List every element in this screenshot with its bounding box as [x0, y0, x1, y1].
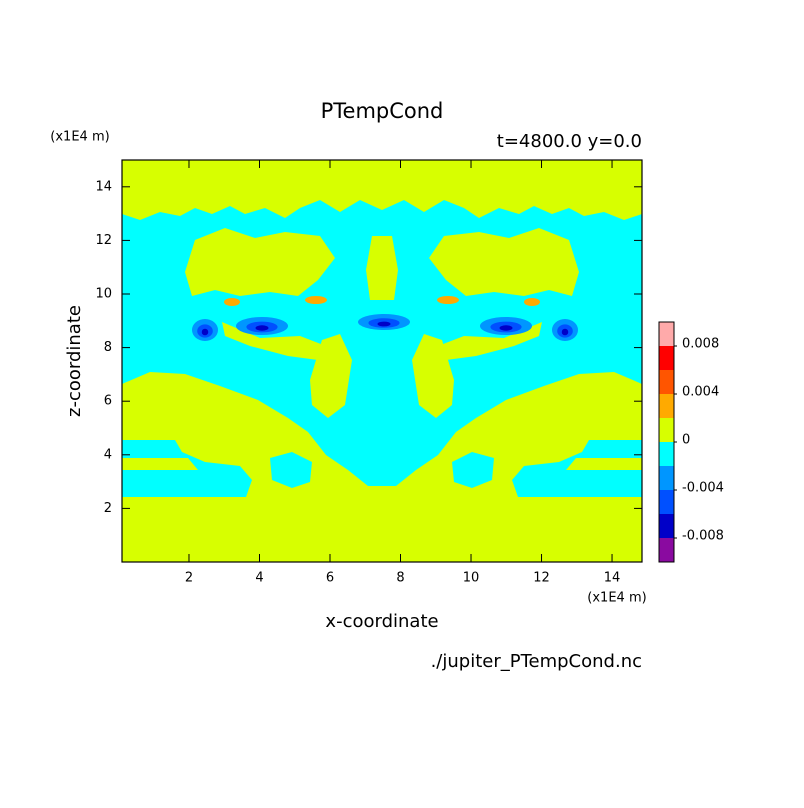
x-tick-label: 2 — [185, 571, 193, 586]
contour-region — [429, 228, 579, 296]
contour-region — [524, 298, 540, 306]
colorbar-band — [659, 490, 674, 514]
colorbar-band — [659, 394, 674, 418]
colorbar-band — [659, 370, 674, 394]
chart-subtitle: t=4800.0 y=0.0 — [497, 131, 642, 152]
colorbar-tick-label: 0.004 — [682, 385, 719, 400]
y-unit: (x1E4 m) — [50, 130, 109, 145]
colorbar-tick-label: 0 — [682, 433, 690, 448]
contour-region — [255, 325, 269, 331]
colorbar-band — [659, 418, 674, 442]
x-tick-label: 6 — [326, 571, 334, 586]
contour-region — [366, 236, 398, 300]
x-tick-label: 4 — [255, 571, 263, 586]
contour-region — [305, 296, 327, 304]
colorbar-band — [659, 442, 674, 466]
colorbar-tick-label: -0.008 — [682, 529, 724, 544]
y-tick-label: 4 — [104, 447, 112, 462]
contour-region — [122, 440, 252, 497]
contour-region — [412, 334, 454, 418]
x-axis-label: x-coordinate — [325, 611, 438, 632]
contour-region — [499, 325, 513, 331]
y-tick-label: 12 — [95, 233, 112, 248]
contour-region — [270, 452, 312, 488]
chart-title: PTempCond — [321, 99, 444, 123]
colorbar-tick-label: -0.004 — [682, 481, 724, 496]
contour-region — [310, 334, 352, 418]
y-axis-label: z-coordinate — [64, 305, 85, 417]
contour-region — [377, 321, 391, 327]
contour-region — [437, 296, 459, 304]
contour-region — [222, 322, 326, 360]
plot-frame — [121, 159, 643, 563]
colorbar-band — [659, 322, 674, 346]
contour-region — [452, 452, 494, 488]
y-tick-label: 14 — [95, 179, 112, 194]
colorbar-band — [659, 466, 674, 490]
source-file: ./jupiter_PTempCond.nc — [431, 651, 642, 672]
y-tick-label: 6 — [104, 394, 112, 409]
y-tick-label: 8 — [104, 340, 112, 355]
colorbar-band — [659, 514, 674, 538]
x-unit: (x1E4 m) — [587, 591, 646, 606]
x-tick-label: 14 — [604, 571, 621, 586]
contour-region — [224, 298, 240, 306]
contour-region — [185, 228, 335, 296]
x-tick-label: 8 — [396, 571, 404, 586]
x-tick-label: 10 — [463, 571, 480, 586]
contour-region — [561, 328, 569, 336]
colorbar-tick-label: 0.008 — [682, 337, 719, 352]
contour-region — [201, 328, 209, 336]
y-tick-label: 2 — [104, 501, 112, 516]
colorbar-band — [659, 538, 674, 562]
y-tick-label: 10 — [95, 287, 112, 302]
contour-region — [438, 322, 542, 360]
colorbar-band — [659, 346, 674, 370]
x-tick-label: 12 — [533, 571, 550, 586]
contour-region — [512, 440, 642, 497]
